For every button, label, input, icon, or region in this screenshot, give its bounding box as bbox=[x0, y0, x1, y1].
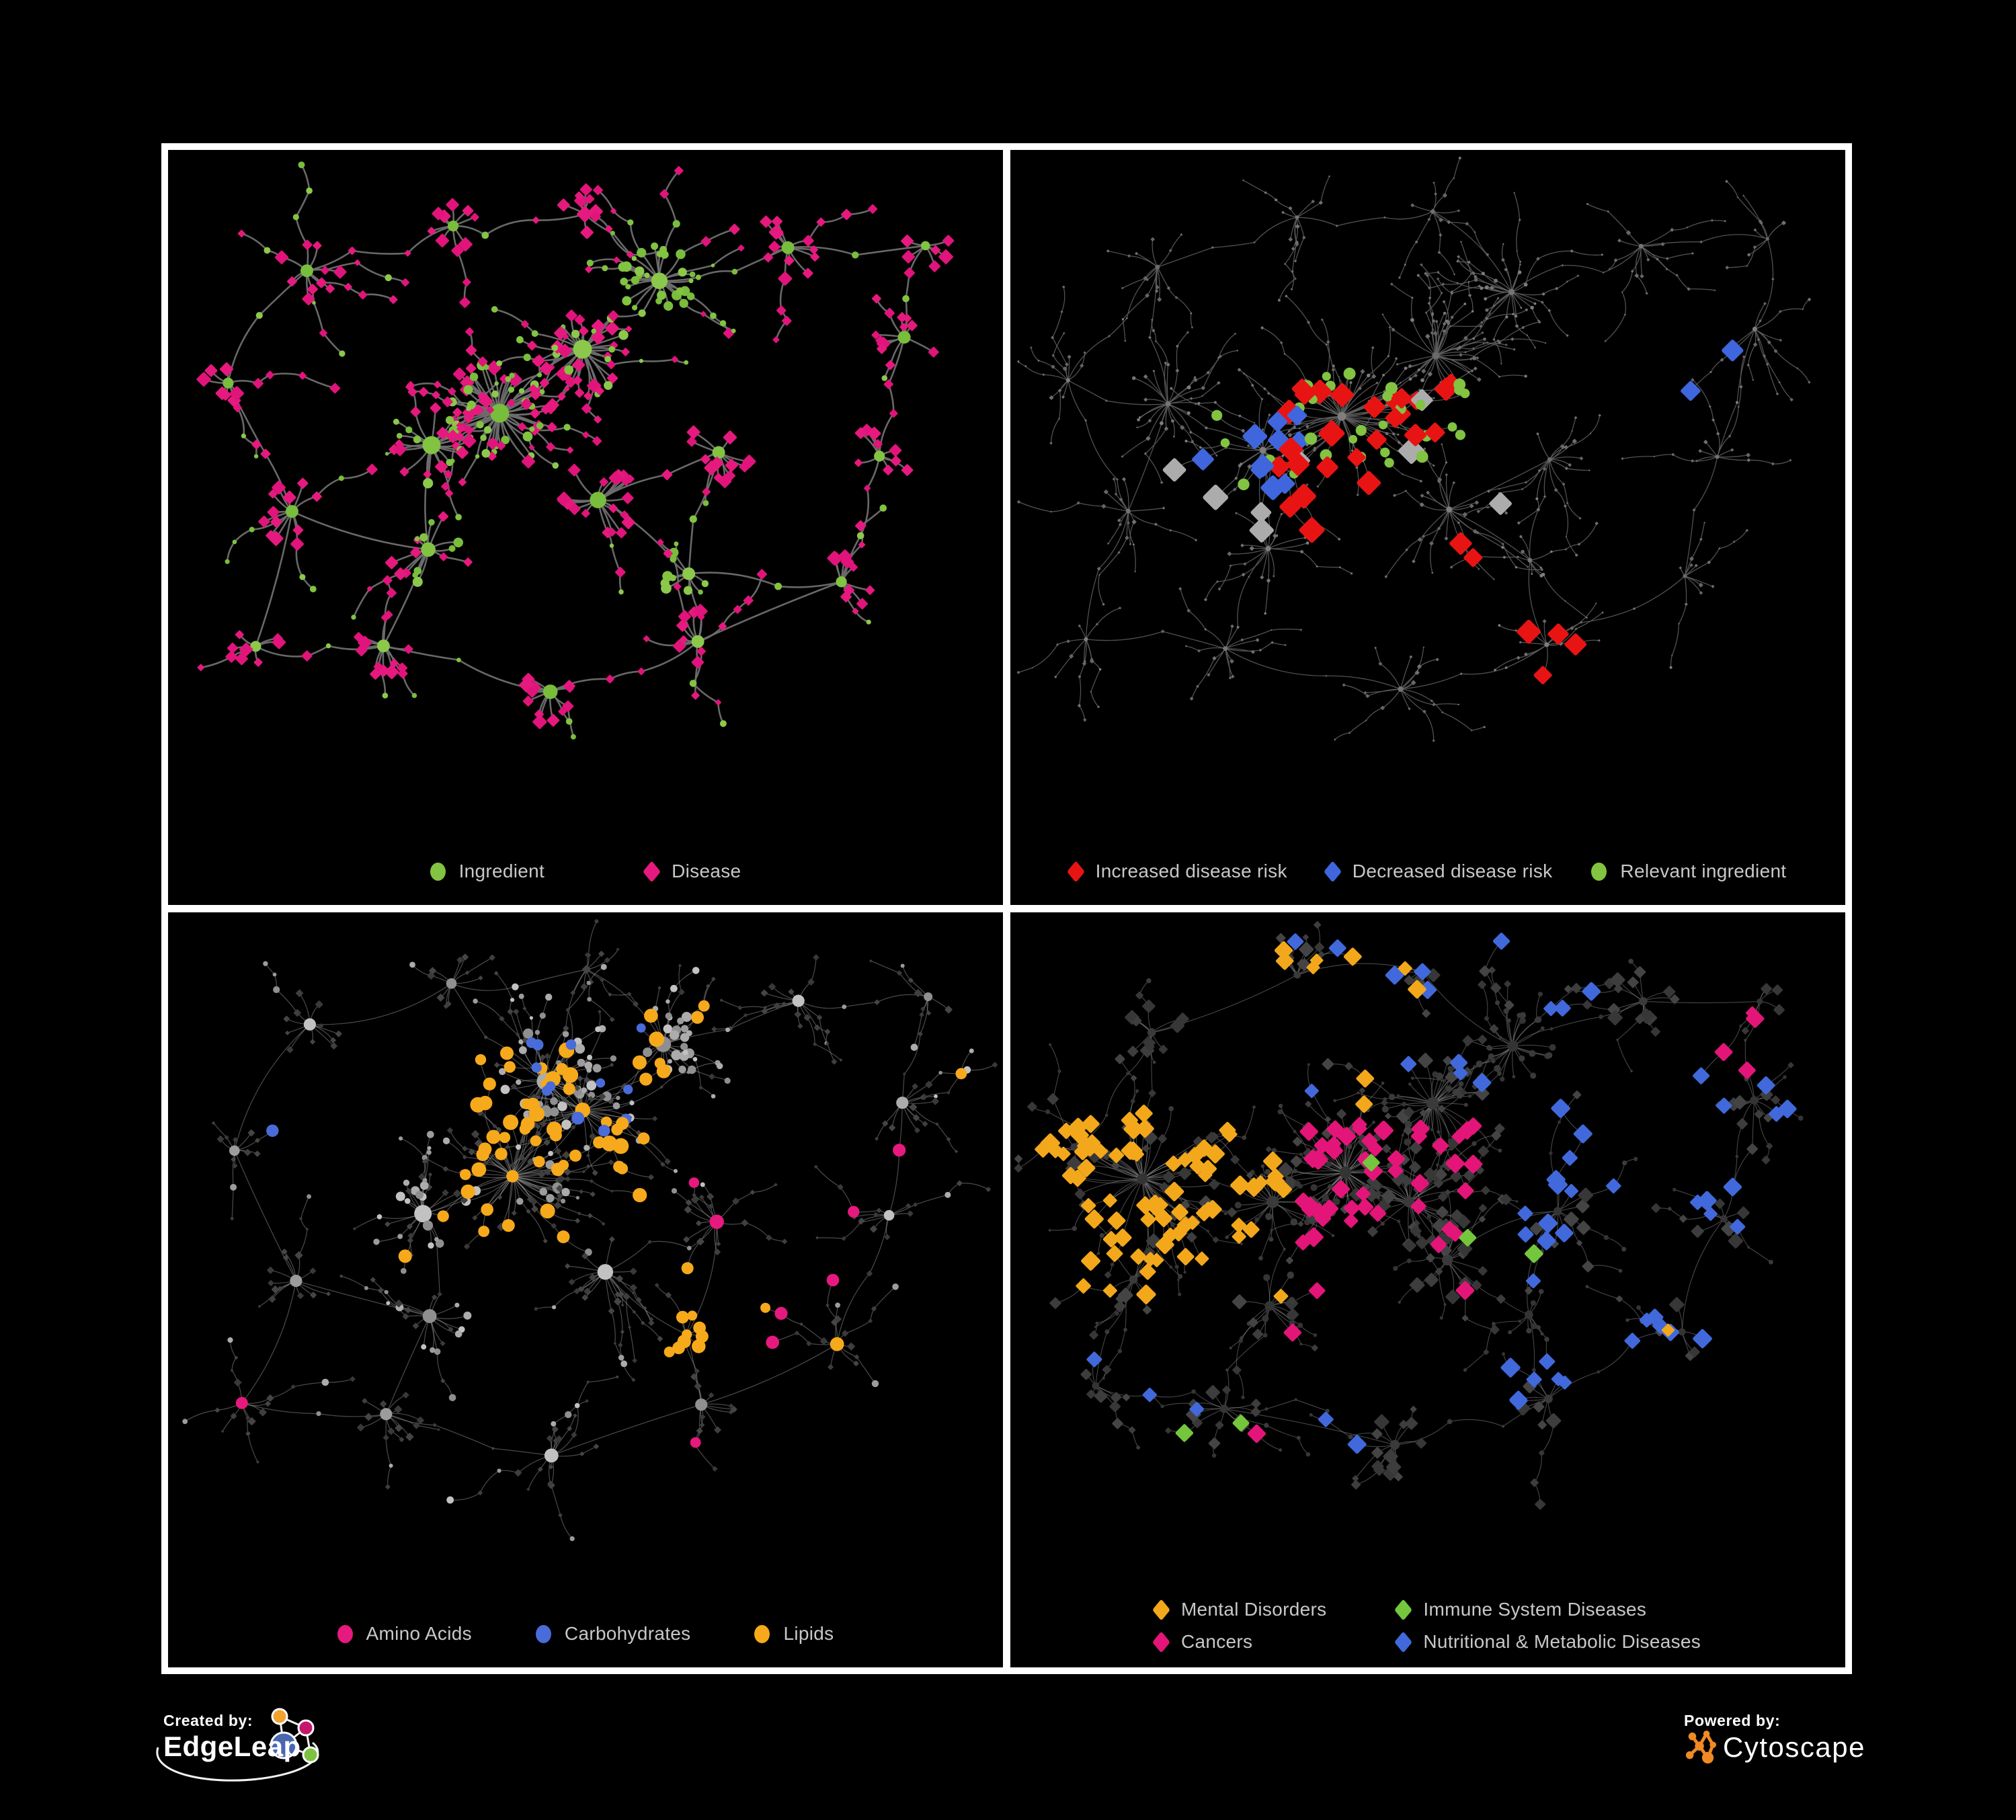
edgeleap-logo-icon bbox=[156, 1708, 319, 1782]
panel-ingredient-classes: Amino Acids Carbohydrates Lipids bbox=[168, 912, 1003, 1667]
legend-circle-icon bbox=[535, 1624, 551, 1643]
legend-item-relevant-ingredient: Relevant ingredient bbox=[1591, 861, 1786, 882]
legend-diamond-icon bbox=[643, 860, 661, 883]
legend-diamond-icon bbox=[1394, 1598, 1413, 1621]
legend-diamond-icon bbox=[1066, 860, 1085, 883]
legend-item-carbohydrates: Carbohydrates bbox=[535, 1623, 691, 1645]
panel-ingredient-disease: Ingredient Disease bbox=[168, 150, 1003, 905]
network-nodes bbox=[196, 161, 955, 740]
legend-label: Ingredient bbox=[458, 861, 545, 881]
legend-diamond-icon bbox=[1152, 1598, 1170, 1621]
cytoscape-logo-icon bbox=[1685, 1731, 1716, 1764]
legend-diamond-icon bbox=[1394, 1630, 1413, 1653]
ingredient-disease-network bbox=[196, 161, 955, 740]
legend-item-mental-disorders: Mental Disorders bbox=[1152, 1598, 1327, 1621]
network-highlight-nodes bbox=[1035, 933, 1797, 1454]
legend-item-amino-acids: Amino Acids bbox=[337, 1623, 472, 1645]
legend-label: Carbohydrates bbox=[564, 1623, 691, 1644]
legend-disease-risk: Increased disease risk Decreased disease … bbox=[1010, 860, 1845, 883]
legend-label: Increased disease risk bbox=[1095, 861, 1287, 881]
legend-label: Immune System Diseases bbox=[1423, 1599, 1647, 1620]
legend-item-ingredient: Ingredient bbox=[430, 861, 545, 882]
legend-item-decreased-disease-risk: Decreased disease risk bbox=[1323, 860, 1553, 883]
edgeleap-brand: EdgeLeap bbox=[163, 1731, 301, 1762]
cytoscape-brand: Cytoscape bbox=[1723, 1731, 1865, 1763]
panel-disease-risk: Increased disease risk Decreased disease … bbox=[1010, 150, 1845, 905]
network-edges bbox=[1018, 924, 1802, 1505]
legend-disease-classes: Mental Disorders Immune System Diseases Ca… bbox=[1010, 1598, 1845, 1653]
legend-circle-icon bbox=[337, 1624, 353, 1643]
legend-label: Mental Disorders bbox=[1180, 1599, 1327, 1620]
legend-item-lipids: Lipids bbox=[754, 1623, 834, 1645]
powered-by-label: Powered by: bbox=[1684, 1712, 1781, 1729]
legend-item-immune-system-diseases: Immune System Diseases bbox=[1394, 1598, 1701, 1621]
cytoscape-credit: Powered by: bbox=[1684, 1710, 1953, 1805]
created-by-label: Created by: bbox=[163, 1712, 253, 1729]
disease-risk-network bbox=[1016, 157, 1812, 742]
network-nodes bbox=[182, 918, 998, 1542]
legend-item-nutritional-metabolic-diseases: Nutritional & Metabolic Diseases bbox=[1394, 1630, 1701, 1653]
legend-label: Amino Acids bbox=[366, 1623, 472, 1644]
disease-classes-network bbox=[1014, 921, 1804, 1510]
edgeleap-credit: Created by: EdgeLeap bbox=[156, 1708, 392, 1811]
legend-label: Decreased disease risk bbox=[1352, 861, 1553, 881]
ingredient-classes-network bbox=[182, 918, 998, 1542]
network-highlight-nodes bbox=[235, 1000, 967, 1448]
legend-diamond-icon bbox=[1323, 860, 1342, 883]
legend-ingredient-classes: Amino Acids Carbohydrates Lipids bbox=[168, 1623, 1003, 1645]
legend-item-increased-disease-risk: Increased disease risk bbox=[1066, 860, 1287, 883]
legend-circle-icon bbox=[430, 862, 446, 881]
legend-label: Nutritional & Metabolic Diseases bbox=[1423, 1631, 1701, 1652]
legend-ingredient-disease: Ingredient Disease bbox=[168, 860, 1003, 883]
network-highlight-nodes bbox=[1162, 340, 1744, 684]
legend-circle-icon bbox=[1591, 862, 1607, 881]
legend-diamond-icon bbox=[1152, 1630, 1170, 1653]
legend-label: Cancers bbox=[1180, 1631, 1253, 1652]
panel-disease-classes: Mental Disorders Immune System Diseases Ca… bbox=[1010, 912, 1845, 1667]
legend-label: Relevant ingredient bbox=[1620, 861, 1787, 881]
legend-label: Lipids bbox=[783, 1623, 834, 1644]
legend-label: Disease bbox=[672, 861, 741, 881]
legend-circle-icon bbox=[754, 1624, 770, 1643]
network-grid: Ingredient Disease Increased disease risk… bbox=[161, 143, 1852, 1674]
legend-item-disease: Disease bbox=[643, 860, 741, 883]
network-edges bbox=[200, 163, 949, 738]
legend-item-cancers: Cancers bbox=[1152, 1630, 1326, 1653]
